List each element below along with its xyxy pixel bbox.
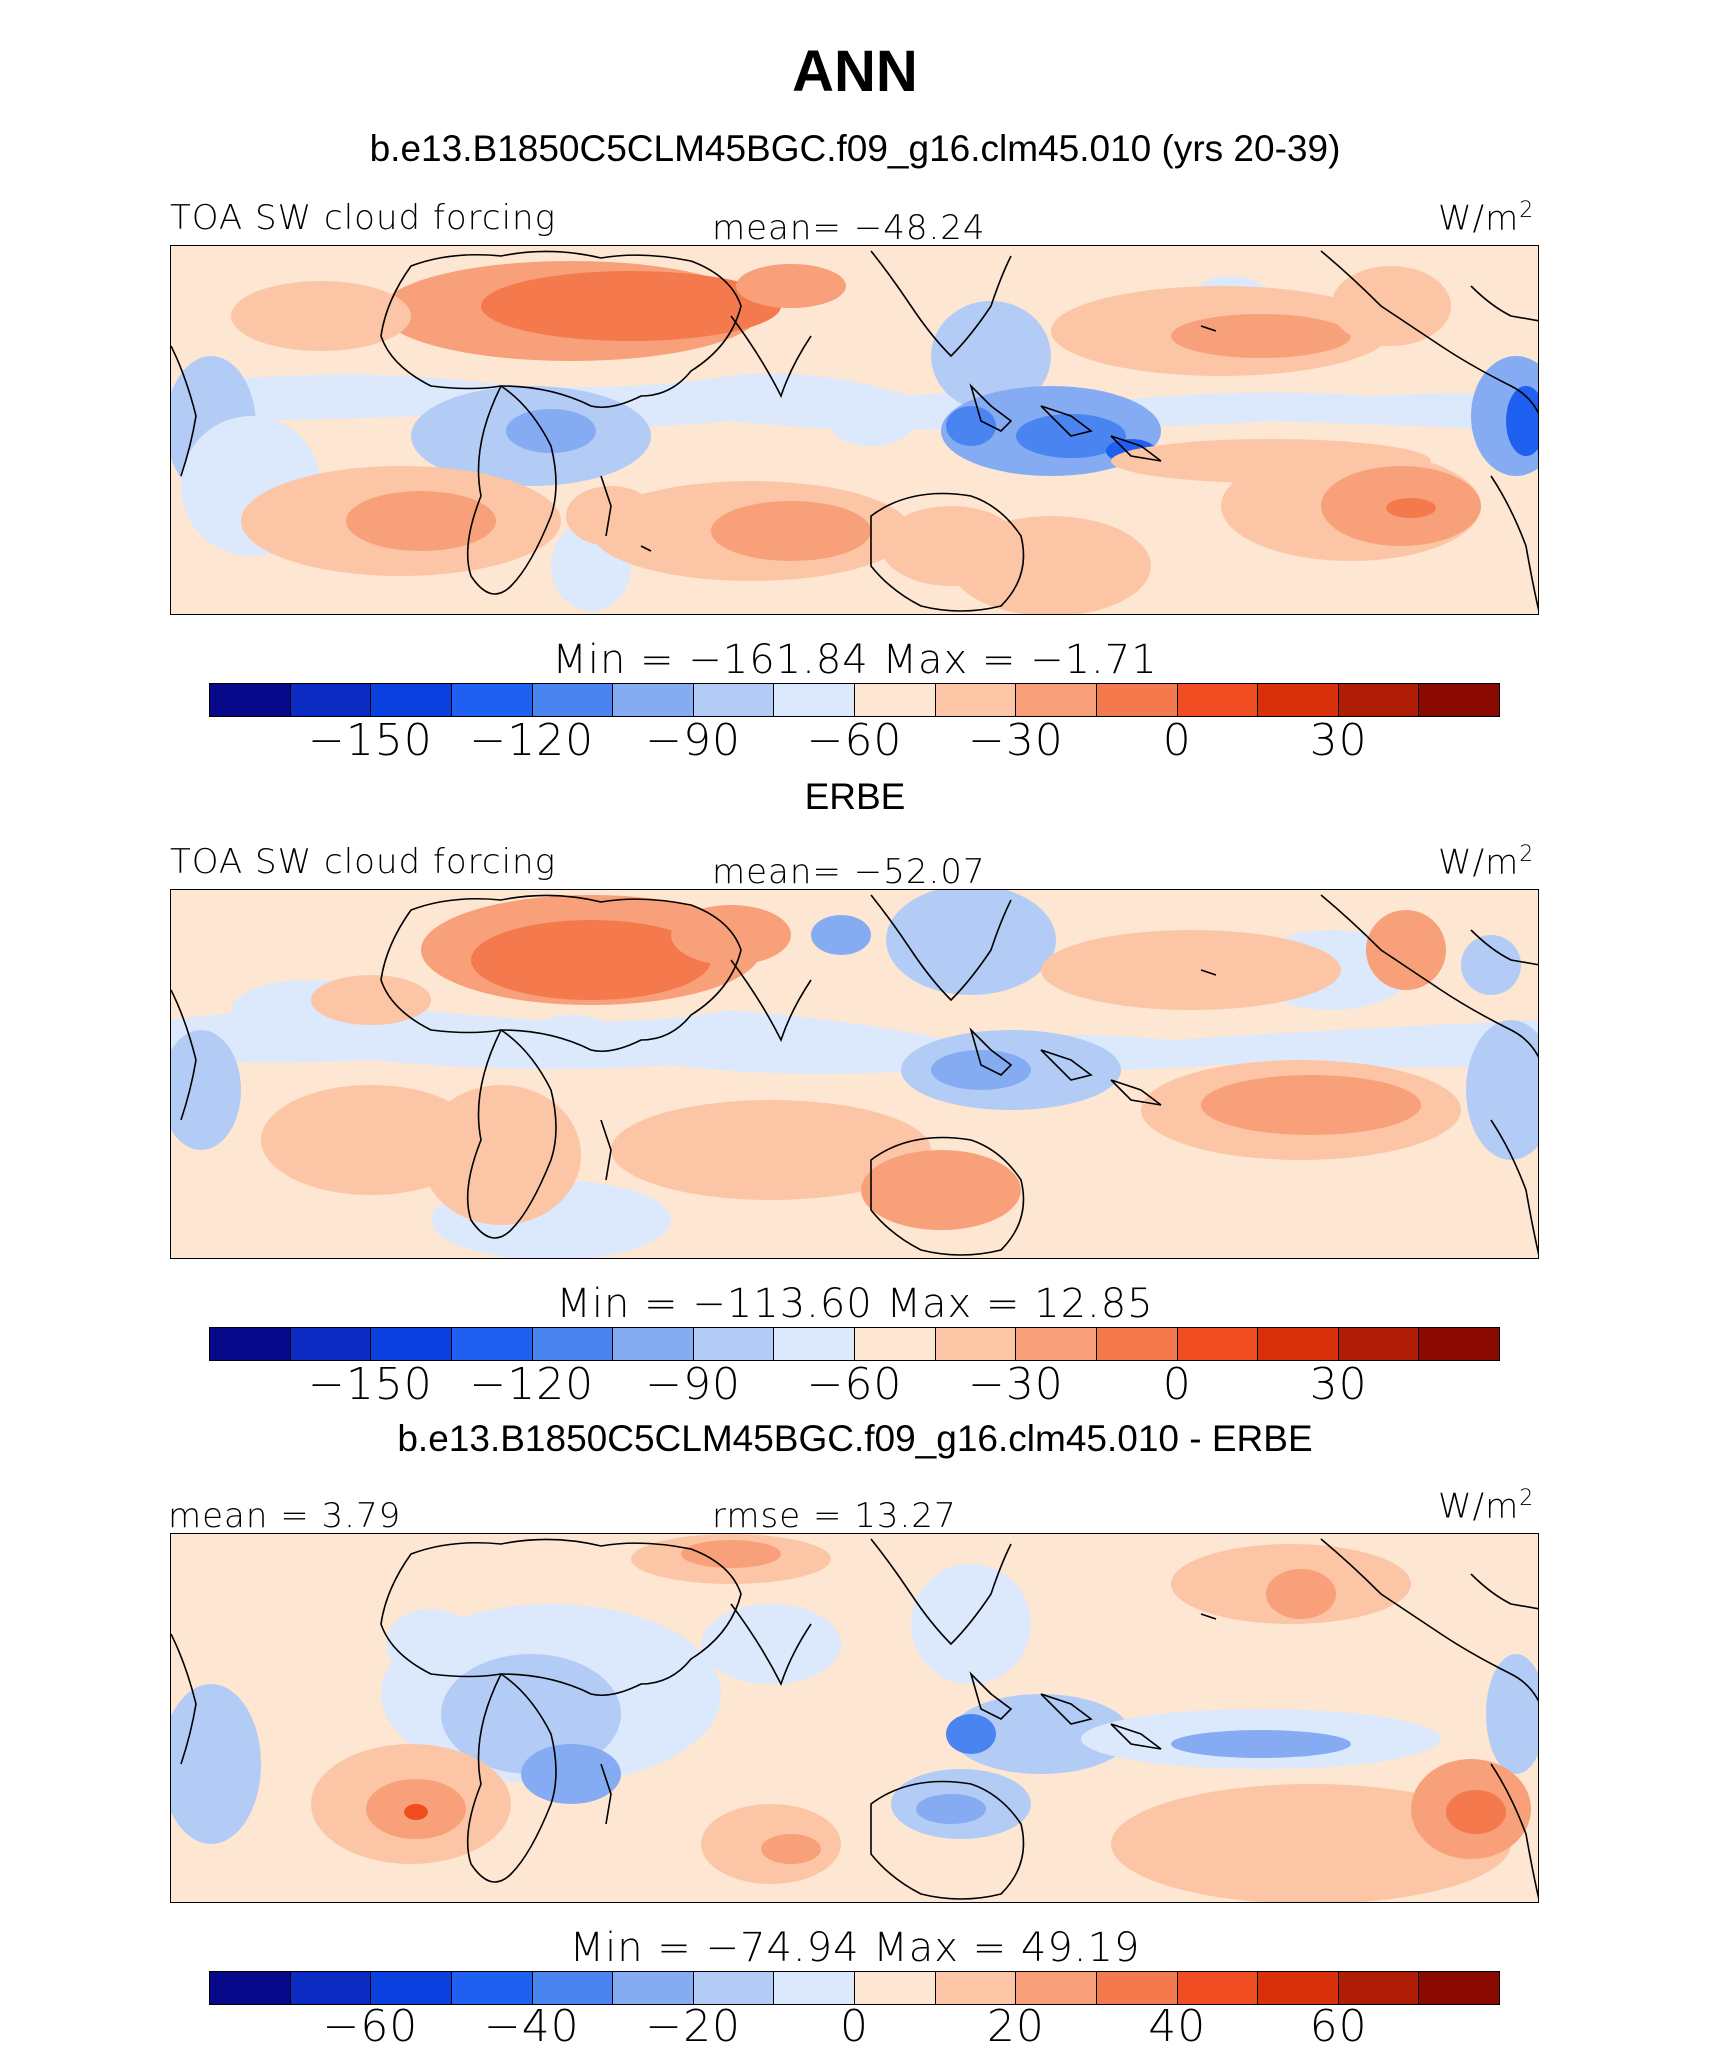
panel2-colorbar-ticks: −150 −120 −90 −60 −30 0 30	[209, 1359, 1500, 1410]
colorbar-swatch	[774, 1972, 855, 2004]
panel3-map	[170, 1533, 1539, 1903]
colorbar-tick-label: 20	[986, 2001, 1045, 2052]
colorbar-swatch	[210, 1972, 291, 2004]
colorbar-swatch	[935, 1972, 1017, 2004]
colorbar-swatch	[613, 684, 694, 716]
colorbar-swatch	[532, 1328, 614, 1360]
panel3-unit-label: W/m2	[1438, 1486, 1535, 1527]
colorbar-tick-label: 30	[1309, 715, 1368, 766]
colorbar-swatch	[1419, 684, 1499, 716]
panel1-mean-label: mean= −48.24	[712, 208, 986, 248]
panel2-mean-label: mean= −52.07	[712, 852, 986, 892]
colorbar-tick-label: −20	[645, 2001, 742, 2052]
colorbar-swatch	[855, 684, 936, 716]
colorbar-swatch	[290, 1328, 372, 1360]
panel2-variable-label: TOA SW cloud forcing	[170, 842, 556, 882]
colorbar-swatch	[1096, 1328, 1178, 1360]
colorbar-tick-label: −120	[469, 1359, 595, 1410]
colorbar-tick-label: 0	[840, 2001, 869, 2052]
colorbar-swatch	[451, 1972, 533, 2004]
colorbar-swatch	[935, 684, 1017, 716]
colorbar-swatch	[1016, 684, 1097, 716]
figure-title: ANN	[792, 39, 918, 104]
colorbar-tick-label: −120	[469, 715, 595, 766]
colorbar-tick-label: 30	[1309, 1359, 1368, 1410]
colorbar-swatch	[1258, 684, 1339, 716]
colorbar-swatch	[451, 1328, 533, 1360]
colorbar-swatch	[693, 1972, 775, 2004]
colorbar-swatch	[1016, 1328, 1097, 1360]
colorbar-swatch	[613, 1972, 694, 2004]
panel3-colorbar	[209, 1971, 1500, 2005]
colorbar-tick-label: −90	[645, 1359, 742, 1410]
colorbar-tick-label: −150	[307, 1359, 433, 1410]
colorbar-swatch	[774, 684, 855, 716]
colorbar-swatch	[451, 684, 533, 716]
panel1-min-max-label: Min = −161.84 Max = −1.71	[552, 637, 1158, 683]
panel3-rmse-label: rmse = 13.27	[712, 1496, 957, 1536]
colorbar-swatch	[290, 1972, 372, 2004]
colorbar-swatch	[532, 1972, 614, 2004]
colorbar-swatch	[1177, 1972, 1259, 2004]
colorbar-tick-label: −60	[322, 2001, 419, 2052]
colorbar-swatch	[1338, 1328, 1420, 1360]
colorbar-swatch	[1177, 684, 1259, 716]
colorbar-swatch	[371, 684, 452, 716]
panel3-min-max-label: Min = −74.94 Max = 49.19	[569, 1925, 1141, 1971]
colorbar-swatch	[855, 1328, 936, 1360]
colorbar-swatch	[935, 1328, 1017, 1360]
panel2-heading: ERBE	[804, 776, 906, 817]
colorbar-tick-label: −90	[645, 715, 742, 766]
colorbar-tick-label: −60	[806, 715, 903, 766]
panel3-mean-label: mean = 3.79	[168, 1496, 402, 1536]
colorbar-tick-label: 0	[1162, 715, 1192, 766]
colorbar-swatch	[1177, 1328, 1259, 1360]
colorbar-tick-label: −40	[483, 2001, 580, 2052]
colorbar-swatch	[1258, 1972, 1339, 2004]
panel2-map	[170, 889, 1539, 1259]
panel2-map-plot	[171, 890, 1538, 1258]
colorbar-swatch	[1096, 1972, 1178, 2004]
panel2-unit-label: W/m2	[1438, 842, 1535, 883]
colorbar-swatch	[210, 684, 291, 716]
colorbar-swatch	[855, 1972, 936, 2004]
panel1-variable-label: TOA SW cloud forcing	[170, 198, 556, 238]
panel3-map-plot	[171, 1534, 1538, 1902]
panel1-map-plot	[171, 246, 1538, 614]
panel1-map	[170, 245, 1539, 615]
colorbar-swatch	[1338, 684, 1420, 716]
colorbar-tick-label: 0	[1162, 1359, 1192, 1410]
colorbar-swatch	[532, 684, 614, 716]
panel1-colorbar	[209, 683, 1500, 717]
panel2-colorbar	[209, 1327, 1500, 1361]
colorbar-swatch	[371, 1972, 452, 2004]
panel1-heading: b.e13.B1850C5CLM45BGC.f09_g16.clm45.010 …	[369, 128, 1341, 169]
colorbar-swatch	[1338, 1972, 1420, 2004]
colorbar-swatch	[1419, 1328, 1499, 1360]
panel3-heading: b.e13.B1850C5CLM45BGC.f09_g16.clm45.010 …	[397, 1418, 1313, 1459]
colorbar-tick-label: −30	[967, 715, 1064, 766]
colorbar-swatch	[1258, 1328, 1339, 1360]
colorbar-swatch	[1096, 684, 1178, 716]
colorbar-tick-label: −60	[806, 1359, 903, 1410]
colorbar-tick-label: 60	[1309, 2001, 1368, 2052]
colorbar-tick-label: 40	[1148, 2001, 1207, 2052]
panel2-min-max-label: Min = −113.60 Max = 12.85	[556, 1281, 1154, 1327]
colorbar-swatch	[210, 1328, 291, 1360]
colorbar-tick-label: −150	[307, 715, 433, 766]
colorbar-tick-label: −30	[967, 1359, 1064, 1410]
panel1-colorbar-ticks: −150 −120 −90 −60 −30 0 30	[209, 715, 1500, 766]
colorbar-swatch	[371, 1328, 452, 1360]
colorbar-swatch	[613, 1328, 694, 1360]
colorbar-swatch	[1419, 1972, 1499, 2004]
colorbar-swatch	[1016, 1972, 1097, 2004]
colorbar-swatch	[693, 684, 775, 716]
colorbar-swatch	[290, 684, 372, 716]
panel1-unit-label: W/m2	[1438, 198, 1535, 239]
panel3-colorbar-ticks: −60 −40 −20 0 20 40 60	[209, 2001, 1500, 2052]
colorbar-swatch	[774, 1328, 855, 1360]
colorbar-swatch	[693, 1328, 775, 1360]
